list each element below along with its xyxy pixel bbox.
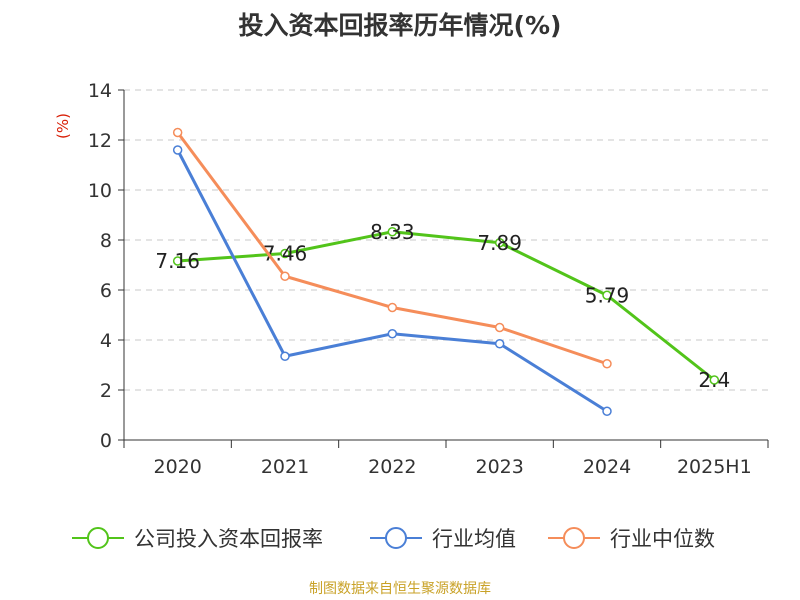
data-label: 7.89 (477, 231, 522, 255)
data-label: 8.33 (370, 220, 415, 244)
x-tick-label: 2023 (475, 456, 523, 478)
legend-label: 公司投入资本回报率 (134, 527, 323, 551)
legend-marker (385, 527, 407, 549)
y-tick-label: 2 (100, 380, 112, 402)
data-label: 2.4 (698, 368, 730, 392)
data-point-3 (172, 127, 183, 138)
data-point-2 (387, 329, 398, 339)
data-label: 7.46 (263, 242, 308, 266)
y-tick-label: 12 (88, 130, 112, 152)
y-tick-label: 14 (88, 80, 112, 102)
data-point-2 (494, 339, 505, 349)
data-point-1 (602, 290, 612, 300)
x-tick-label: 2024 (583, 456, 631, 478)
data-point-1 (172, 256, 183, 266)
data-point-1 (494, 238, 505, 248)
legend-marker (87, 527, 109, 549)
y-axis-label: (%) (54, 113, 72, 139)
data-point-1 (387, 227, 398, 237)
y-tick-label: 4 (100, 330, 112, 352)
x-tick-label: 2025H1 (677, 456, 752, 478)
data-point-2 (172, 145, 183, 155)
chart-title: 投入资本回报率历年情况(%) (238, 11, 562, 40)
x-tick-label: 2021 (261, 456, 309, 478)
data-point-2 (280, 351, 290, 361)
data-point-1 (280, 248, 290, 259)
series-line-2 (176, 149, 608, 413)
x-tick-label: 2020 (153, 456, 201, 478)
data-point-3 (280, 271, 290, 281)
data-point-3 (602, 359, 612, 369)
data-label: 7.16 (155, 249, 200, 273)
data-point-3 (387, 302, 398, 313)
y-tick-label: 6 (100, 280, 112, 302)
legend-marker (563, 527, 585, 549)
data-label: 5.79 (585, 283, 630, 307)
y-tick-label: 0 (100, 430, 112, 452)
data-source-note: 制图数据来自恒生聚源数据库 (309, 581, 491, 597)
data-point-1 (709, 375, 720, 385)
y-tick-label: 10 (88, 180, 112, 202)
legend-label: 行业中位数 (610, 527, 715, 551)
data-point-2 (602, 406, 612, 416)
x-tick-label: 2022 (368, 456, 416, 478)
y-tick-label: 8 (100, 230, 112, 252)
data-point-3 (494, 322, 505, 333)
legend-label: 行业均值 (432, 527, 516, 551)
